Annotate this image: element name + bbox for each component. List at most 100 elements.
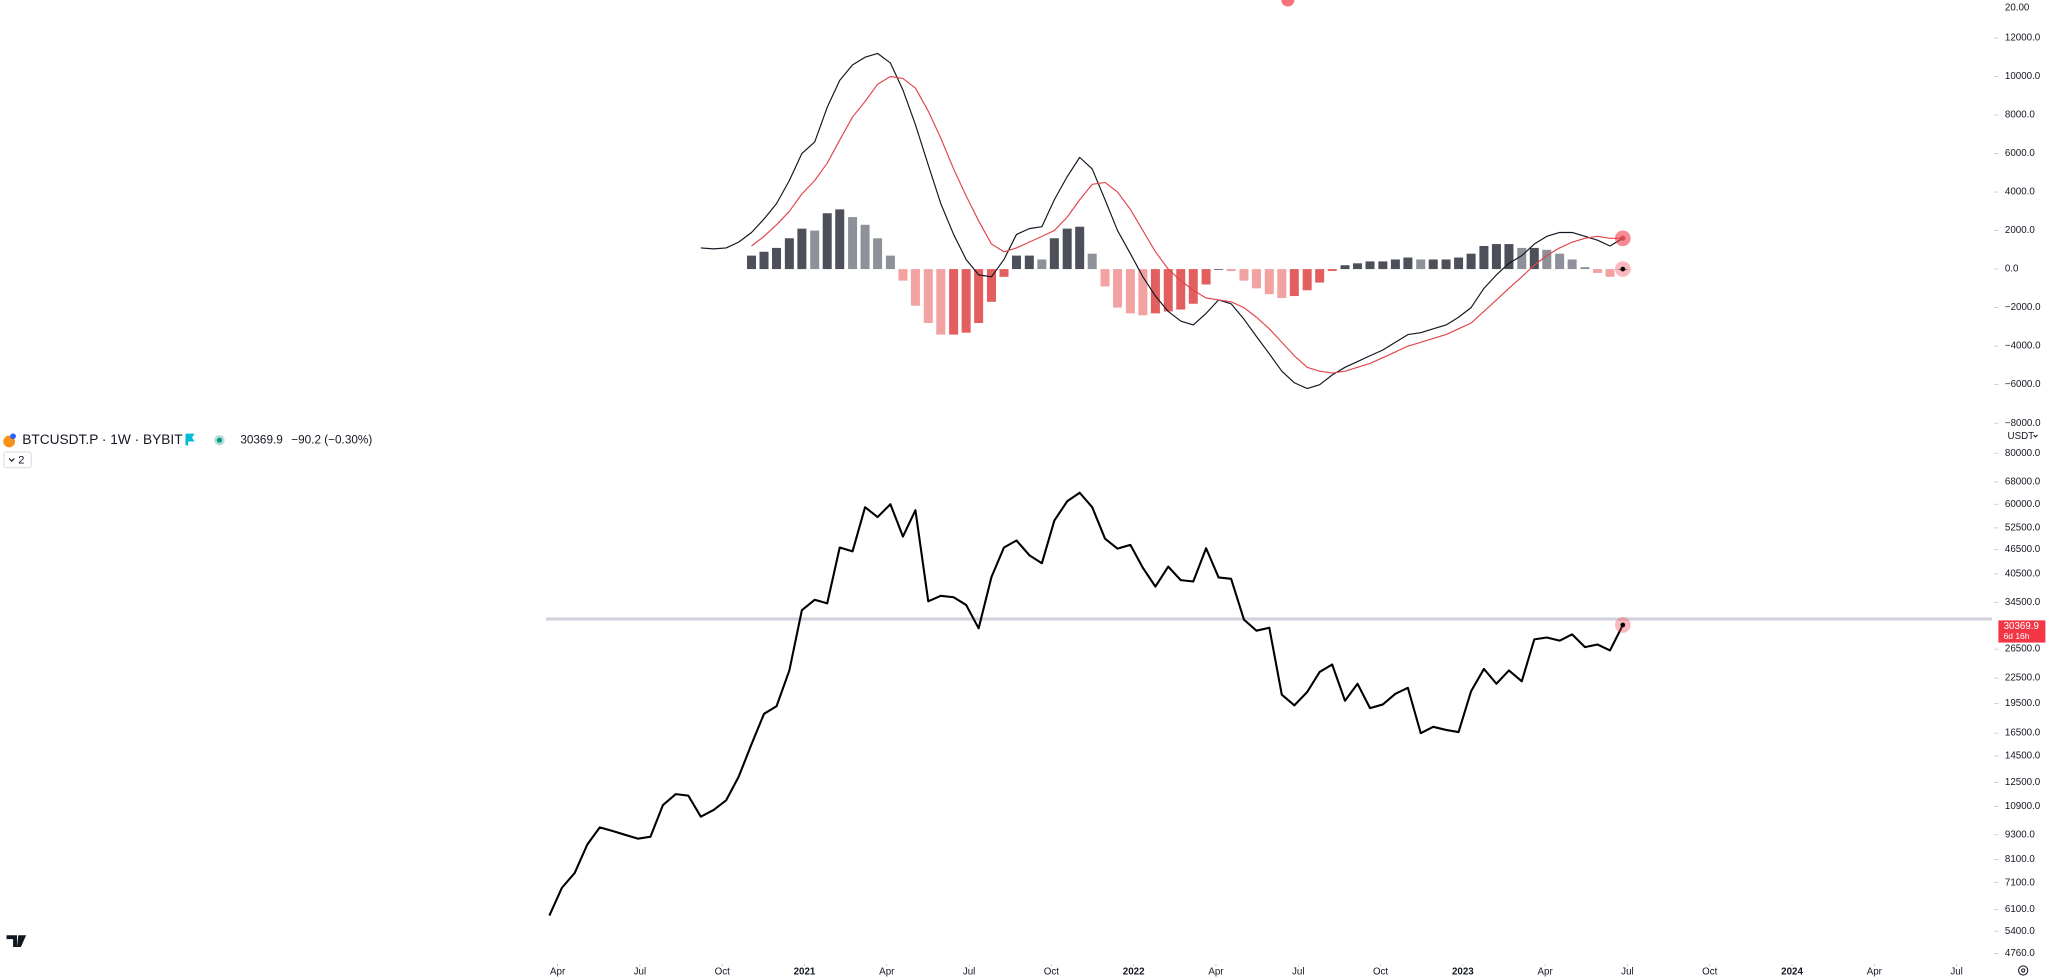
histogram-bar <box>797 228 807 270</box>
histogram-bar <box>1264 269 1274 295</box>
x-tick-label: Jul <box>1950 966 1963 977</box>
y-tick-label: 4000.0 <box>2005 187 2035 198</box>
y-tick-label: 14500.0 <box>2005 751 2041 762</box>
x-tick-label: 2023 <box>1452 966 1474 977</box>
settings-icon[interactable] <box>2018 965 2029 976</box>
x-tick-label: 2021 <box>794 966 816 977</box>
histogram-bar <box>936 269 946 335</box>
histogram-bar <box>1353 263 1363 270</box>
histogram-bar <box>1605 269 1615 277</box>
flag-icon[interactable] <box>185 433 195 446</box>
histogram-bar <box>1125 269 1135 314</box>
histogram-bar <box>885 255 895 270</box>
y-tick-label: 10900.0 <box>2005 801 2041 812</box>
histogram-bar <box>1365 261 1375 270</box>
histogram-bar <box>860 224 870 270</box>
histogram-bar <box>1441 259 1451 270</box>
y-tick-label: 9300.0 <box>2005 829 2035 840</box>
y-tick-label: −2000.0 <box>2005 302 2041 313</box>
histogram-bar <box>1201 269 1211 285</box>
histogram-bar <box>949 269 959 335</box>
status-dot <box>216 437 223 443</box>
histogram-bar <box>1188 269 1198 304</box>
x-tick-label: Oct <box>1702 966 1717 977</box>
histogram-bar <box>1428 259 1438 270</box>
top-pane-marker <box>1281 0 1295 7</box>
chevron <box>8 458 15 462</box>
y-tick-label: 6000.0 <box>2005 148 2035 159</box>
countdown-label: 6d 16h <box>2004 631 2030 641</box>
y-tick-label: 6100.0 <box>2005 904 2035 915</box>
header-change: −90.2 (−0.30%) <box>291 433 372 446</box>
histogram-bar <box>1542 249 1552 270</box>
histogram-bar <box>873 238 883 270</box>
histogram-bar <box>898 269 908 281</box>
x-tick-label: Oct <box>1373 966 1388 977</box>
y-tick-label: 52500.0 <box>2005 522 2041 533</box>
histogram-bar <box>1011 255 1021 270</box>
histogram-bar <box>1529 247 1539 270</box>
histogram-bar <box>1567 259 1577 270</box>
indicator-toggle[interactable] <box>3 451 32 469</box>
indicator-count: 2 <box>18 454 24 466</box>
y-tick-label: 40500.0 <box>2005 568 2041 579</box>
currency-selector[interactable]: USDT <box>2008 431 2035 442</box>
histogram-bar <box>1466 253 1476 270</box>
histogram-bar <box>1517 247 1527 270</box>
histogram-bar <box>1580 267 1590 270</box>
symbol-title: BTCUSDT.P · 1W · BYBIT <box>22 432 183 447</box>
x-tick-label: 2024 <box>1781 966 1803 977</box>
histogram-bar <box>1289 269 1299 297</box>
histogram-bar <box>1037 259 1047 270</box>
histogram-bar <box>835 209 845 270</box>
x-tick-label: Oct <box>1044 966 1059 977</box>
histogram-bar <box>1390 259 1400 270</box>
histogram-bar <box>1087 253 1097 270</box>
x-tick-label: Apr <box>1538 966 1554 977</box>
y-tick-label: 19500.0 <box>2005 698 2041 709</box>
y-tick-label: −4000.0 <box>2005 341 2041 352</box>
header-price: 30369.9 <box>240 433 282 446</box>
histogram-bar <box>848 217 858 270</box>
histogram-bar <box>1163 269 1173 312</box>
histogram-bar <box>1062 228 1072 270</box>
x-tick-label: Jul <box>1292 966 1305 977</box>
histogram-bar <box>1504 244 1514 270</box>
histogram-bar <box>747 255 757 270</box>
y-tick-label: 0.0 <box>2005 264 2019 275</box>
exchange-icon <box>10 433 16 440</box>
x-tick-label: Jul <box>1621 966 1634 977</box>
histogram-bar <box>1150 269 1160 314</box>
histogram-bar <box>759 251 769 270</box>
x-tick-label: Jul <box>634 966 647 977</box>
histogram-bar <box>1226 269 1236 272</box>
histogram-bar <box>999 269 1009 277</box>
histogram-bar <box>1454 257 1464 270</box>
settings-icon-core <box>2021 968 2026 973</box>
symbol-header: BTCUSDT.P · 1W · BYBIT 30369.9 −90.2 (−0… <box>3 432 372 469</box>
histogram-bar <box>1491 244 1501 270</box>
histogram-bar <box>974 269 984 324</box>
histogram-bar <box>1340 265 1350 270</box>
histogram-bar <box>1214 269 1224 270</box>
y-tick-label: 34500.0 <box>2005 597 2041 608</box>
histogram-bar <box>1251 269 1261 289</box>
histogram-bar <box>1416 259 1426 270</box>
currency-chevron <box>2033 434 2038 438</box>
y-tick-label: 12500.0 <box>2005 777 2041 788</box>
x-tick-label: Jul <box>963 966 976 977</box>
y-tick-label: 16500.0 <box>2005 728 2041 739</box>
histogram-bar <box>1315 269 1325 283</box>
histogram-bar <box>1075 226 1085 270</box>
histogram-bar <box>1479 245 1489 270</box>
x-tick-label: Apr <box>550 966 566 977</box>
histogram-bar <box>784 238 794 270</box>
y-tick-label: 46500.0 <box>2005 544 2041 555</box>
tradingview-logo[interactable] <box>6 935 27 947</box>
y-tick-label: 60000.0 <box>2005 499 2041 510</box>
x-tick-label: Oct <box>715 966 730 977</box>
last-price-bg <box>1998 620 2046 643</box>
histogram-bar <box>961 269 971 333</box>
y-tick-label: 8000.0 <box>2005 110 2035 121</box>
